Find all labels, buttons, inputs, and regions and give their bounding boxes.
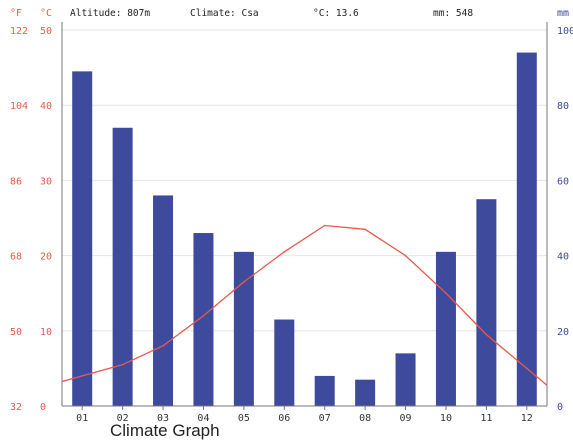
temperature-point: [364, 228, 366, 231]
temperature-point: [243, 281, 245, 283]
precipitation-bar: [476, 199, 497, 406]
precipitation-bar: [233, 251, 254, 406]
y-tick-celsius: 50: [40, 26, 52, 37]
y-tick-celsius: 10: [40, 327, 52, 338]
x-tick-label: 04: [197, 413, 209, 424]
grid-lines: [62, 29, 547, 332]
mean-temperature-label: °C: 13.6: [313, 8, 359, 19]
temperature-point: [525, 367, 528, 370]
x-tick-label: 05: [238, 413, 250, 424]
y-tick-fahrenheit: 86: [10, 176, 22, 187]
y-tick-mm: 60: [557, 176, 569, 187]
precipitation-bar: [274, 319, 295, 406]
y-tick-celsius: 30: [40, 176, 52, 187]
temperature-point: [445, 292, 447, 295]
y-tick-mm: 0: [557, 402, 563, 413]
temperature-line: [61, 224, 548, 386]
x-tick-label: 09: [400, 413, 412, 424]
precipitation-bar: [153, 195, 174, 406]
precipitation-bar: [395, 353, 416, 406]
chart-caption: Climate Graph: [110, 421, 220, 440]
precipitation-bar: [112, 127, 133, 406]
y-tick-mm: 20: [557, 327, 569, 338]
x-tick-label: 08: [359, 413, 371, 424]
temperature-point: [485, 333, 488, 336]
temperature-line-path: [61, 224, 548, 386]
x-tick-label: 10: [440, 413, 452, 424]
y-tick-fahrenheit: 50: [10, 327, 22, 338]
y-tick-mm: 80: [557, 101, 569, 112]
altitude-label: Altitude: 807m: [70, 8, 150, 19]
precipitation-bars: [72, 52, 537, 407]
precipitation-bar: [355, 379, 376, 406]
celsius-unit-label: °C: [40, 8, 52, 19]
temperature-point: [283, 251, 286, 253]
fahrenheit-unit-label: °F: [10, 8, 22, 19]
y-tick-celsius: 40: [40, 101, 52, 112]
precipitation-bar: [72, 71, 93, 407]
precipitation-bar: [314, 375, 335, 406]
x-tick-label: 02: [117, 413, 129, 424]
temperature-point: [81, 375, 84, 377]
annual-precipitation-label: mm: 548: [433, 8, 473, 19]
y-tick-mm: 40: [557, 252, 569, 263]
x-tick-label: 01: [76, 413, 88, 424]
y-tick-celsius: 20: [40, 252, 52, 263]
temperature-point: [162, 345, 164, 347]
temperature-point: [404, 254, 407, 257]
precipitation-bar: [516, 52, 537, 407]
temperature-point: [202, 314, 205, 317]
precipitation-bar: [193, 233, 214, 406]
precipitation-bar: [435, 251, 456, 406]
climate-label: Climate: Csa: [190, 8, 259, 19]
x-tick-label: 11: [480, 413, 492, 424]
y-tick-fahrenheit: 68: [10, 252, 22, 263]
x-tick-label: 07: [319, 413, 331, 424]
y-tick-mm: 100: [557, 26, 573, 37]
x-tick-label: 03: [157, 413, 169, 424]
x-tick-label: 12: [521, 413, 533, 424]
y-tick-celsius: 0: [40, 402, 46, 413]
y-tick-fahrenheit: 32: [10, 402, 22, 413]
x-tick-label: 06: [278, 413, 290, 424]
temperature-point: [323, 224, 326, 227]
y-tick-fahrenheit: 122: [10, 26, 28, 37]
y-tick-fahrenheit: 104: [10, 101, 28, 112]
temperature-point: [121, 363, 124, 366]
mm-unit-label: mm: [557, 8, 569, 19]
axes: [61, 22, 548, 410]
